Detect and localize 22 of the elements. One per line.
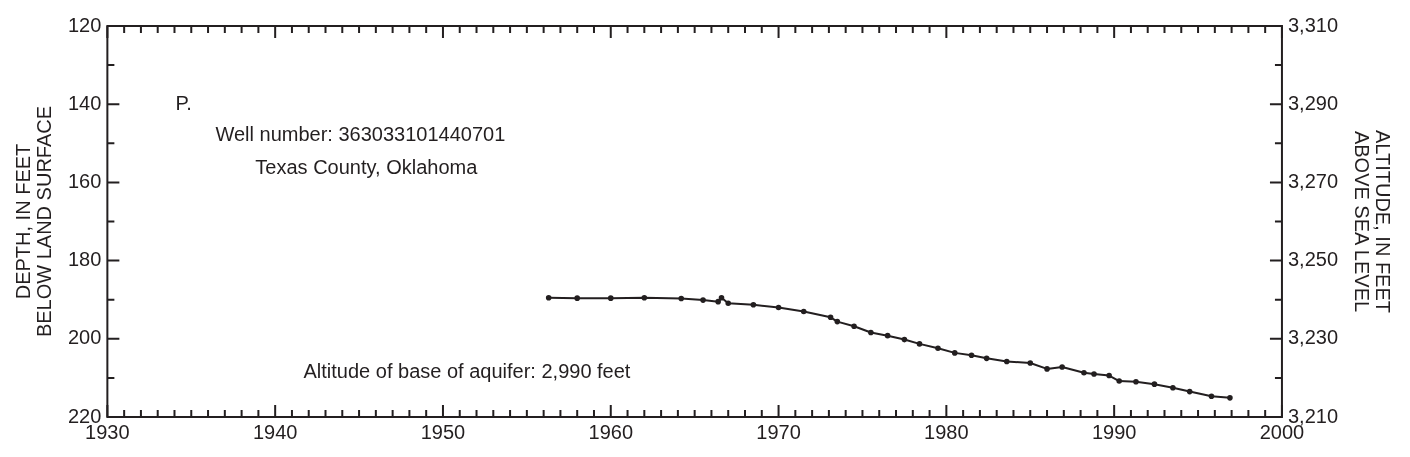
annotation: Texas County, Oklahoma xyxy=(255,156,479,179)
y-tick-label: 120 xyxy=(67,13,102,36)
annotation: Well number: 363033101440701 xyxy=(215,123,506,145)
y-tick-label: 180 xyxy=(67,248,102,271)
y2-tick-label: 3,310 xyxy=(1287,13,1339,36)
y2-axis-title: ALTITUDE, IN FEET ABOVE SEA LEVEL xyxy=(1350,130,1394,313)
x-tick-label: 1990 xyxy=(1091,420,1137,443)
y-tick-label: 140 xyxy=(67,91,102,114)
x-tick-label: 1940 xyxy=(252,420,298,443)
y2-tick-label: 3,250 xyxy=(1287,248,1339,271)
annotation: Altitude of base of aquifer: 2,990 feet xyxy=(303,359,631,382)
annotation: P. xyxy=(175,91,192,114)
y-tick-label: 200 xyxy=(67,326,102,349)
x-tick-label: 1970 xyxy=(756,420,801,443)
y2-tick-label: 3,230 xyxy=(1287,326,1339,349)
y2-tick-label: 3,290 xyxy=(1287,91,1339,114)
x-tick-label: 1980 xyxy=(924,420,969,443)
y-tick-label: 160 xyxy=(67,169,102,192)
x-tick-label: 1960 xyxy=(588,420,634,443)
y-axis-title: DEPTH, IN FEET BELOW LAND SURFACE xyxy=(12,105,56,338)
y2-tick-label: 3,270 xyxy=(1287,169,1339,192)
x-tick-label: 1950 xyxy=(420,420,466,443)
